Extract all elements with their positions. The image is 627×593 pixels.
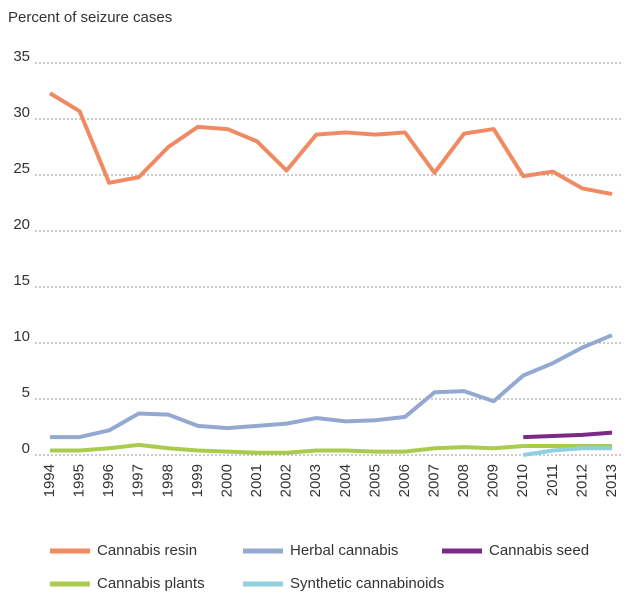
- y-tick-label: 20: [13, 216, 30, 233]
- y-tick-label: 35: [13, 48, 30, 65]
- x-tick-label: 1995: [71, 464, 88, 497]
- y-tick-label: 30: [13, 104, 30, 121]
- series-line: [523, 430, 613, 440]
- x-tick-label: 2010: [514, 464, 531, 497]
- y-tick-label: 0: [22, 440, 30, 457]
- legend-label: Cannabis plants: [97, 575, 205, 592]
- legend-label: Cannabis resin: [97, 542, 197, 559]
- series-line: [50, 442, 612, 455]
- x-tick-label: 1996: [100, 464, 117, 497]
- legend-label: Cannabis seed: [489, 542, 589, 559]
- series-line: [48, 91, 613, 197]
- legend-label: Herbal cannabis: [290, 542, 398, 559]
- x-tick-label: 2012: [573, 464, 590, 497]
- x-tick-label: 2001: [248, 464, 265, 497]
- x-tick-label: 2005: [366, 464, 383, 497]
- x-tick-label: 1997: [130, 464, 147, 497]
- x-tick-label: 2008: [455, 464, 472, 497]
- x-tick-label: 2011: [544, 464, 561, 496]
- x-tick-label: 2007: [425, 464, 442, 497]
- x-tick-label: 1994: [41, 464, 58, 497]
- x-tick-label: 2003: [307, 464, 324, 497]
- y-tick-label: 25: [13, 160, 30, 177]
- x-tick-label: 2006: [396, 464, 413, 497]
- x-tick-label: 2002: [278, 464, 295, 497]
- x-tick-label: 2009: [485, 464, 502, 497]
- x-tick-label: 1998: [159, 464, 176, 497]
- y-tick-label: 5: [22, 384, 30, 401]
- y-tick-label: 15: [13, 272, 30, 289]
- y-axis-label: Percent of seizure cases: [8, 9, 172, 26]
- series-line: [50, 333, 613, 440]
- x-tick-label: 2004: [337, 464, 354, 497]
- series-line: [522, 446, 612, 457]
- x-tick-label: 2000: [218, 464, 235, 497]
- x-tick-label: 1999: [189, 464, 206, 497]
- y-tick-label: 10: [13, 328, 30, 345]
- x-tick-label: 2013: [603, 464, 620, 497]
- legend-label: Synthetic cannabinoids: [290, 575, 444, 592]
